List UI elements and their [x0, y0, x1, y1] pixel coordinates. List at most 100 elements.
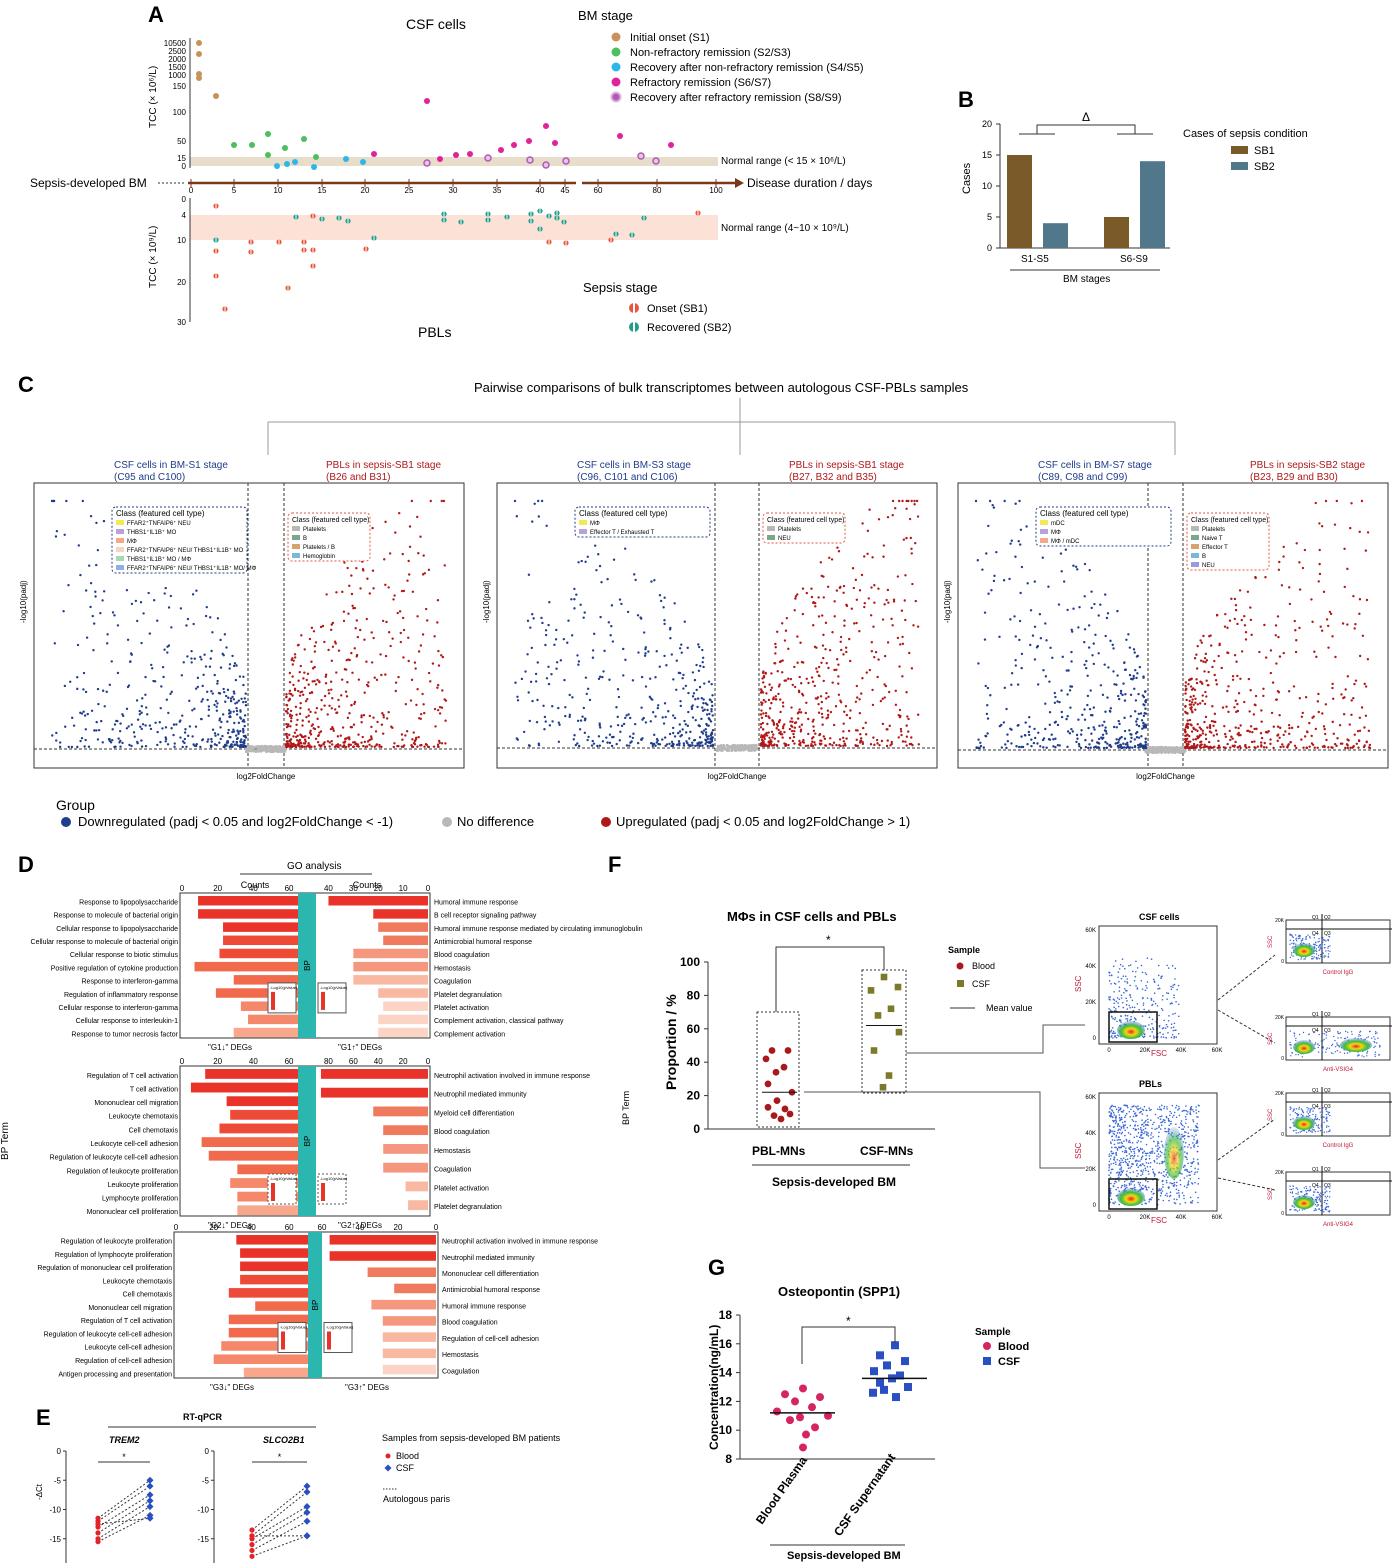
volcano-point-down — [1109, 639, 1112, 643]
volcano-point-up — [871, 688, 874, 692]
flow-event — [1156, 1162, 1158, 1164]
volcano-point-down — [553, 643, 556, 647]
bottom-point-mark — [295, 214, 297, 220]
go-left-term: T cell activation — [130, 1086, 178, 1093]
flow-event — [1176, 988, 1178, 991]
volcano-point-up — [1194, 697, 1197, 701]
volcano-point-down — [222, 690, 226, 694]
volcano-point-up — [790, 706, 793, 709]
volcano-point-up — [849, 659, 852, 663]
volcano-point-up — [789, 720, 792, 723]
volcano-point-up — [1334, 655, 1337, 659]
volcano-point-up — [415, 736, 418, 739]
volcano-point-down — [979, 744, 983, 748]
volcano-point-ns — [263, 745, 267, 748]
volcano-point-down — [668, 628, 672, 631]
go-left-term: Regulation of cell-cell adhesion — [75, 1358, 172, 1365]
volcano-point-up — [826, 716, 830, 719]
volcano-point-down — [671, 726, 675, 730]
flow-event — [1108, 996, 1110, 998]
volcano-point-up — [812, 725, 815, 728]
volcano-point-down — [1069, 706, 1072, 709]
flow-event — [1150, 958, 1153, 960]
volcano-point-up — [436, 686, 439, 689]
volcano-point-up — [1244, 743, 1247, 747]
volcano-point-ns — [732, 744, 735, 748]
volcano-point-up — [291, 657, 294, 660]
volcano-point-down — [587, 735, 590, 739]
volcano-point-up — [915, 499, 919, 503]
flow-event — [1163, 1105, 1166, 1108]
volcano-point-up — [1200, 740, 1203, 743]
volcano-point-down — [136, 619, 139, 623]
volcano-point-up — [1239, 677, 1242, 680]
volcano-point-down — [1037, 731, 1040, 735]
volcano-point-down — [107, 738, 111, 741]
volcano-point-down — [1044, 675, 1048, 678]
volcano-point-down — [183, 741, 186, 745]
volcano-point-down — [691, 744, 694, 747]
volcano-point-ns — [282, 745, 285, 748]
volcano-point-up — [285, 735, 289, 738]
volcano-point-down — [599, 726, 602, 729]
go-legend-title: -Log10(pValue) — [270, 985, 298, 990]
volcano-point-up — [804, 711, 808, 715]
flow-event — [1161, 998, 1164, 1001]
volcano-point-down — [577, 561, 580, 564]
volcano-point-down — [705, 713, 709, 716]
volcano-point-up — [1340, 693, 1343, 696]
volcano-point-down — [140, 641, 143, 645]
volcano-point-up — [819, 695, 823, 698]
go-right-term: Hemostasis — [442, 1352, 479, 1359]
volcano-point-down — [1064, 548, 1068, 551]
flow-event — [1165, 992, 1168, 994]
volcano-point-down — [1109, 745, 1113, 749]
volcano-point-up — [798, 708, 801, 711]
volcano-point-down — [610, 735, 614, 739]
volcano-point-ns — [268, 746, 271, 749]
e-ytick-label: -10 — [197, 1506, 209, 1515]
volcano-point-up — [890, 742, 893, 746]
volcano-point-down — [230, 745, 234, 748]
flow-event — [1177, 1032, 1180, 1035]
volcano-point-up — [1352, 745, 1355, 748]
volcano-point-up — [1262, 746, 1266, 749]
volcano-point-ns — [1159, 745, 1162, 749]
go-right-bar — [378, 1014, 428, 1025]
flow-event — [1172, 1026, 1175, 1029]
volcano-point-up — [299, 733, 302, 736]
go-left-term: Response to lipopolysaccharide — [79, 899, 178, 906]
volcano-point-up — [1192, 742, 1196, 746]
volcano-point-down — [704, 738, 707, 742]
volcano-point-ns — [265, 745, 269, 748]
volcano-point-up — [1231, 678, 1235, 681]
volcano-point-up — [393, 742, 396, 745]
volcano-point-down — [1049, 646, 1052, 650]
volcano-point-down — [1059, 552, 1063, 555]
e-blood-point — [95, 1530, 101, 1536]
panel-f-points — [756, 969, 907, 1128]
volcano-point-down — [983, 611, 987, 614]
volcano-point-up — [768, 740, 772, 744]
volcano-point-down — [232, 698, 236, 701]
volcano-point-up — [1190, 701, 1194, 704]
volcano-point-ns — [254, 750, 258, 754]
bottom-point-mark — [224, 306, 226, 312]
volcano-point-up — [363, 740, 367, 744]
volcano-point-up — [770, 701, 773, 705]
volcano-point-up — [285, 722, 288, 726]
volcano-point-down — [87, 564, 91, 567]
top-point — [423, 159, 431, 167]
flow-event — [1114, 1122, 1117, 1125]
volcano-point-down — [219, 666, 223, 669]
volcano-point-up — [323, 694, 327, 698]
volcano-point-up — [818, 674, 821, 678]
flow-event — [1124, 1185, 1126, 1188]
volcano-point-down — [161, 727, 164, 730]
volcano-point-up — [331, 645, 335, 648]
go-left-term: Regulation of leukocyte proliferation — [67, 1168, 178, 1175]
legend-bm-dot-3 — [611, 62, 621, 72]
flow-event — [1139, 1107, 1142, 1109]
volcano-point-down — [1112, 647, 1115, 650]
volcano-point-up — [328, 704, 331, 707]
